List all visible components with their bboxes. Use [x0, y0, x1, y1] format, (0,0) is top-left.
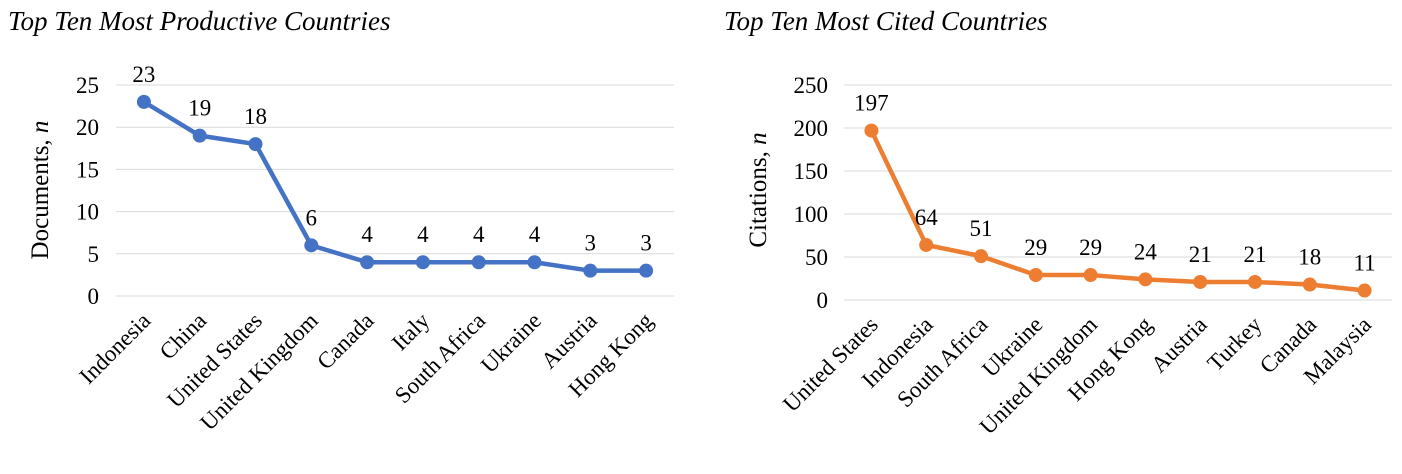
data-label: 23: [132, 62, 155, 87]
y-tick-label: 0: [817, 288, 829, 313]
data-label: 4: [529, 222, 541, 247]
data-point: [471, 255, 486, 270]
data-point: [136, 94, 151, 109]
x-tick-label: Austria: [1146, 312, 1212, 378]
series-line: [869, 128, 1367, 293]
line-chart-productive: 0 5 10 15 20 25 Documents, n 23 19 18 6 4 4 4 4 3 3 Indon…: [27, 62, 674, 435]
y-tick-label: 250: [794, 73, 829, 98]
data-label: 21: [1244, 242, 1267, 267]
y-axis-label: Documents, n: [27, 121, 54, 260]
data-point: [304, 238, 319, 253]
data-point: [360, 255, 375, 270]
data-point: [192, 128, 207, 143]
data-label: 4: [361, 222, 373, 247]
data-label: 18: [1298, 245, 1321, 270]
line-chart-cited: 0 50 100 150 200 250 Citations, n 197 64 51 29 29 24…: [745, 73, 1392, 439]
data-label: 11: [1354, 251, 1376, 276]
y-tick-label: 20: [76, 115, 99, 140]
chart-cited-countries: Top Ten Most Cited Countries 0 50 100 150 20…: [716, 0, 1402, 474]
data-label: 51: [970, 216, 993, 241]
x-tick-label: Turkey: [1202, 312, 1266, 376]
y-tick-label: 100: [794, 202, 829, 227]
y-tick-label: 25: [76, 73, 99, 98]
data-point: [527, 255, 542, 270]
x-tick-label: Canada: [312, 308, 378, 374]
y-tick-label: 50: [805, 245, 828, 270]
y-tick-label: 150: [794, 159, 829, 184]
data-point: [1248, 274, 1262, 289]
data-label: 29: [1024, 235, 1047, 260]
x-tick-label: Indonesia: [75, 308, 156, 389]
data-label: 29: [1079, 235, 1102, 260]
data-point: [639, 263, 654, 278]
chart-productive-countries: Top Ten Most Productive Countries 0 5 10 15…: [0, 0, 700, 474]
data-point: [415, 255, 430, 270]
data-label: 64: [915, 205, 939, 230]
y-tick-label: 15: [76, 157, 99, 182]
data-label: 3: [585, 231, 597, 256]
y-tick-label: 200: [794, 116, 829, 141]
y-tick-label: 5: [88, 242, 100, 267]
data-point: [1028, 268, 1043, 283]
x-tick-label: Italy: [387, 308, 435, 356]
data-point: [919, 237, 934, 252]
y-tick-label: 0: [88, 284, 100, 309]
data-label: 197: [854, 91, 889, 116]
data-point: [1138, 272, 1153, 287]
data-label: 18: [244, 104, 267, 129]
data-label: 4: [473, 222, 485, 247]
data-label: 4: [417, 222, 429, 247]
data-point: [583, 263, 598, 278]
x-tick-label: Ukraine: [476, 308, 546, 378]
y-tick-label: 10: [76, 200, 99, 225]
data-point: [974, 249, 988, 264]
chart-title: Top Ten Most Productive Countries: [8, 6, 391, 36]
data-label: 24: [1134, 239, 1158, 264]
data-label: 6: [306, 205, 318, 230]
data-point: [1083, 268, 1098, 283]
chart-title: Top Ten Most Cited Countries: [724, 6, 1048, 36]
data-point: [1193, 274, 1208, 289]
data-label: 3: [640, 231, 652, 256]
data-point: [864, 123, 879, 138]
series-line: [141, 99, 649, 273]
data-point: [1302, 277, 1317, 292]
y-axis-label: Citations, n: [745, 132, 772, 247]
data-point: [248, 137, 263, 152]
data-point: [1357, 283, 1372, 298]
data-label: 21: [1189, 242, 1212, 267]
data-label: 19: [188, 96, 211, 121]
